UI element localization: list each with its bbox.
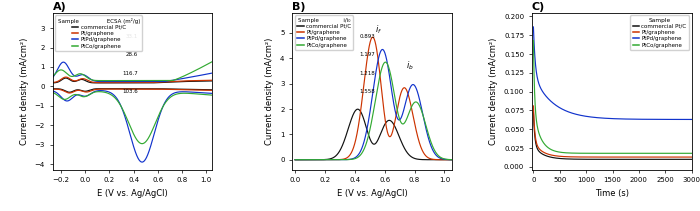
Y-axis label: Current density (mA/cm²): Current density (mA/cm²) bbox=[20, 38, 29, 145]
X-axis label: Time (s): Time (s) bbox=[595, 189, 629, 198]
Text: 33.1: 33.1 bbox=[126, 34, 138, 39]
Text: 1.558: 1.558 bbox=[360, 89, 375, 94]
Text: $i_f$: $i_f$ bbox=[375, 24, 382, 37]
Text: 0.893: 0.893 bbox=[360, 34, 375, 39]
Legend: commercial Pt/C, Pt/graphene, PtPd/graphene, PtCo/graphene: commercial Pt/C, Pt/graphene, PtPd/graph… bbox=[631, 15, 689, 50]
Text: 103.6: 103.6 bbox=[122, 89, 138, 94]
Text: $i_b$: $i_b$ bbox=[405, 60, 414, 72]
Y-axis label: Current density (mA/cm²): Current density (mA/cm²) bbox=[489, 38, 498, 145]
Text: B): B) bbox=[292, 2, 306, 12]
Text: C): C) bbox=[532, 2, 545, 12]
Text: 116.7: 116.7 bbox=[122, 71, 138, 76]
Y-axis label: Current density (mA/cm²): Current density (mA/cm²) bbox=[265, 38, 274, 145]
Text: A): A) bbox=[52, 2, 66, 12]
Text: 1.218: 1.218 bbox=[360, 71, 375, 76]
Legend: commercial Pt/C, Pt/graphene, PtPd/graphene, PtCo/graphene: commercial Pt/C, Pt/graphene, PtPd/graph… bbox=[295, 15, 354, 50]
X-axis label: E (V vs. Ag/AgCl): E (V vs. Ag/AgCl) bbox=[337, 189, 407, 198]
X-axis label: E (V vs. Ag/AgCl): E (V vs. Ag/AgCl) bbox=[97, 189, 168, 198]
Text: 28.6: 28.6 bbox=[126, 52, 138, 57]
Text: 1.197: 1.197 bbox=[360, 52, 375, 57]
Legend: commercial Pt/C, Pt/graphene, PtPd/graphene, PtCo/graphene: commercial Pt/C, Pt/graphene, PtPd/graph… bbox=[55, 15, 142, 51]
